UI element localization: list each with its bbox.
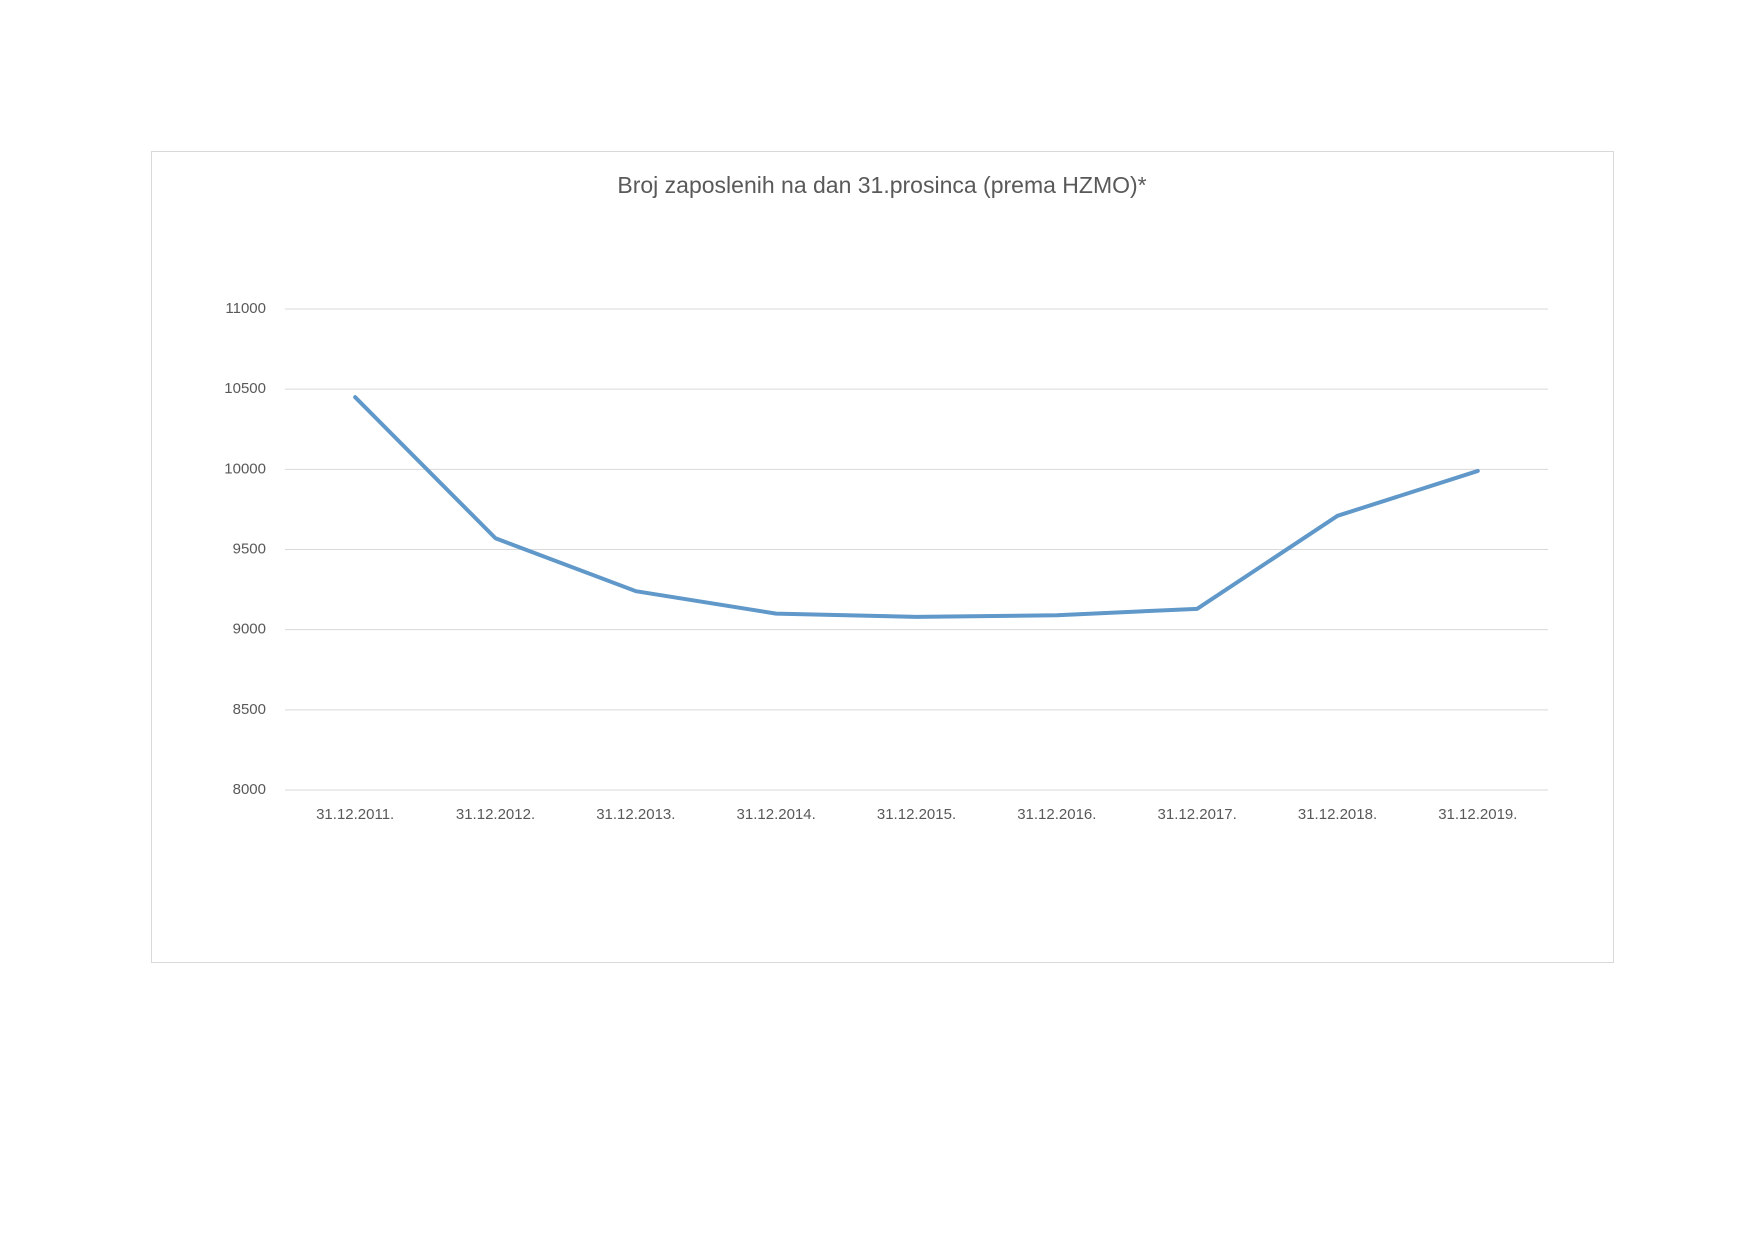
chart-frame <box>151 151 1614 963</box>
x-tick-label: 31.12.2015. <box>877 806 956 823</box>
chart-title: Broj zaposlenih na dan 31.prosinca (prem… <box>617 172 1146 198</box>
x-tick-label: 31.12.2013. <box>596 806 675 823</box>
y-tick-label: 10500 <box>224 380 266 397</box>
x-tick-label: 31.12.2016. <box>1017 806 1096 823</box>
y-tick-label: 9000 <box>233 621 266 638</box>
x-tick-label: 31.12.2018. <box>1298 806 1377 823</box>
x-tick-label: 31.12.2017. <box>1158 806 1237 823</box>
x-tick-label: 31.12.2019. <box>1438 806 1517 823</box>
x-tick-label: 31.12.2011. <box>316 806 394 823</box>
line-series <box>353 395 1480 619</box>
y-tick-label: 9500 <box>233 540 266 557</box>
y-tick-label: 11000 <box>225 300 266 317</box>
x-tick-label: 31.12.2014. <box>737 806 816 823</box>
y-tick-label: 10000 <box>224 460 266 477</box>
x-tick-label: 31.12.2012. <box>456 806 535 823</box>
y-tick-label: 8500 <box>233 701 266 718</box>
y-tick-label: 8000 <box>233 781 266 798</box>
